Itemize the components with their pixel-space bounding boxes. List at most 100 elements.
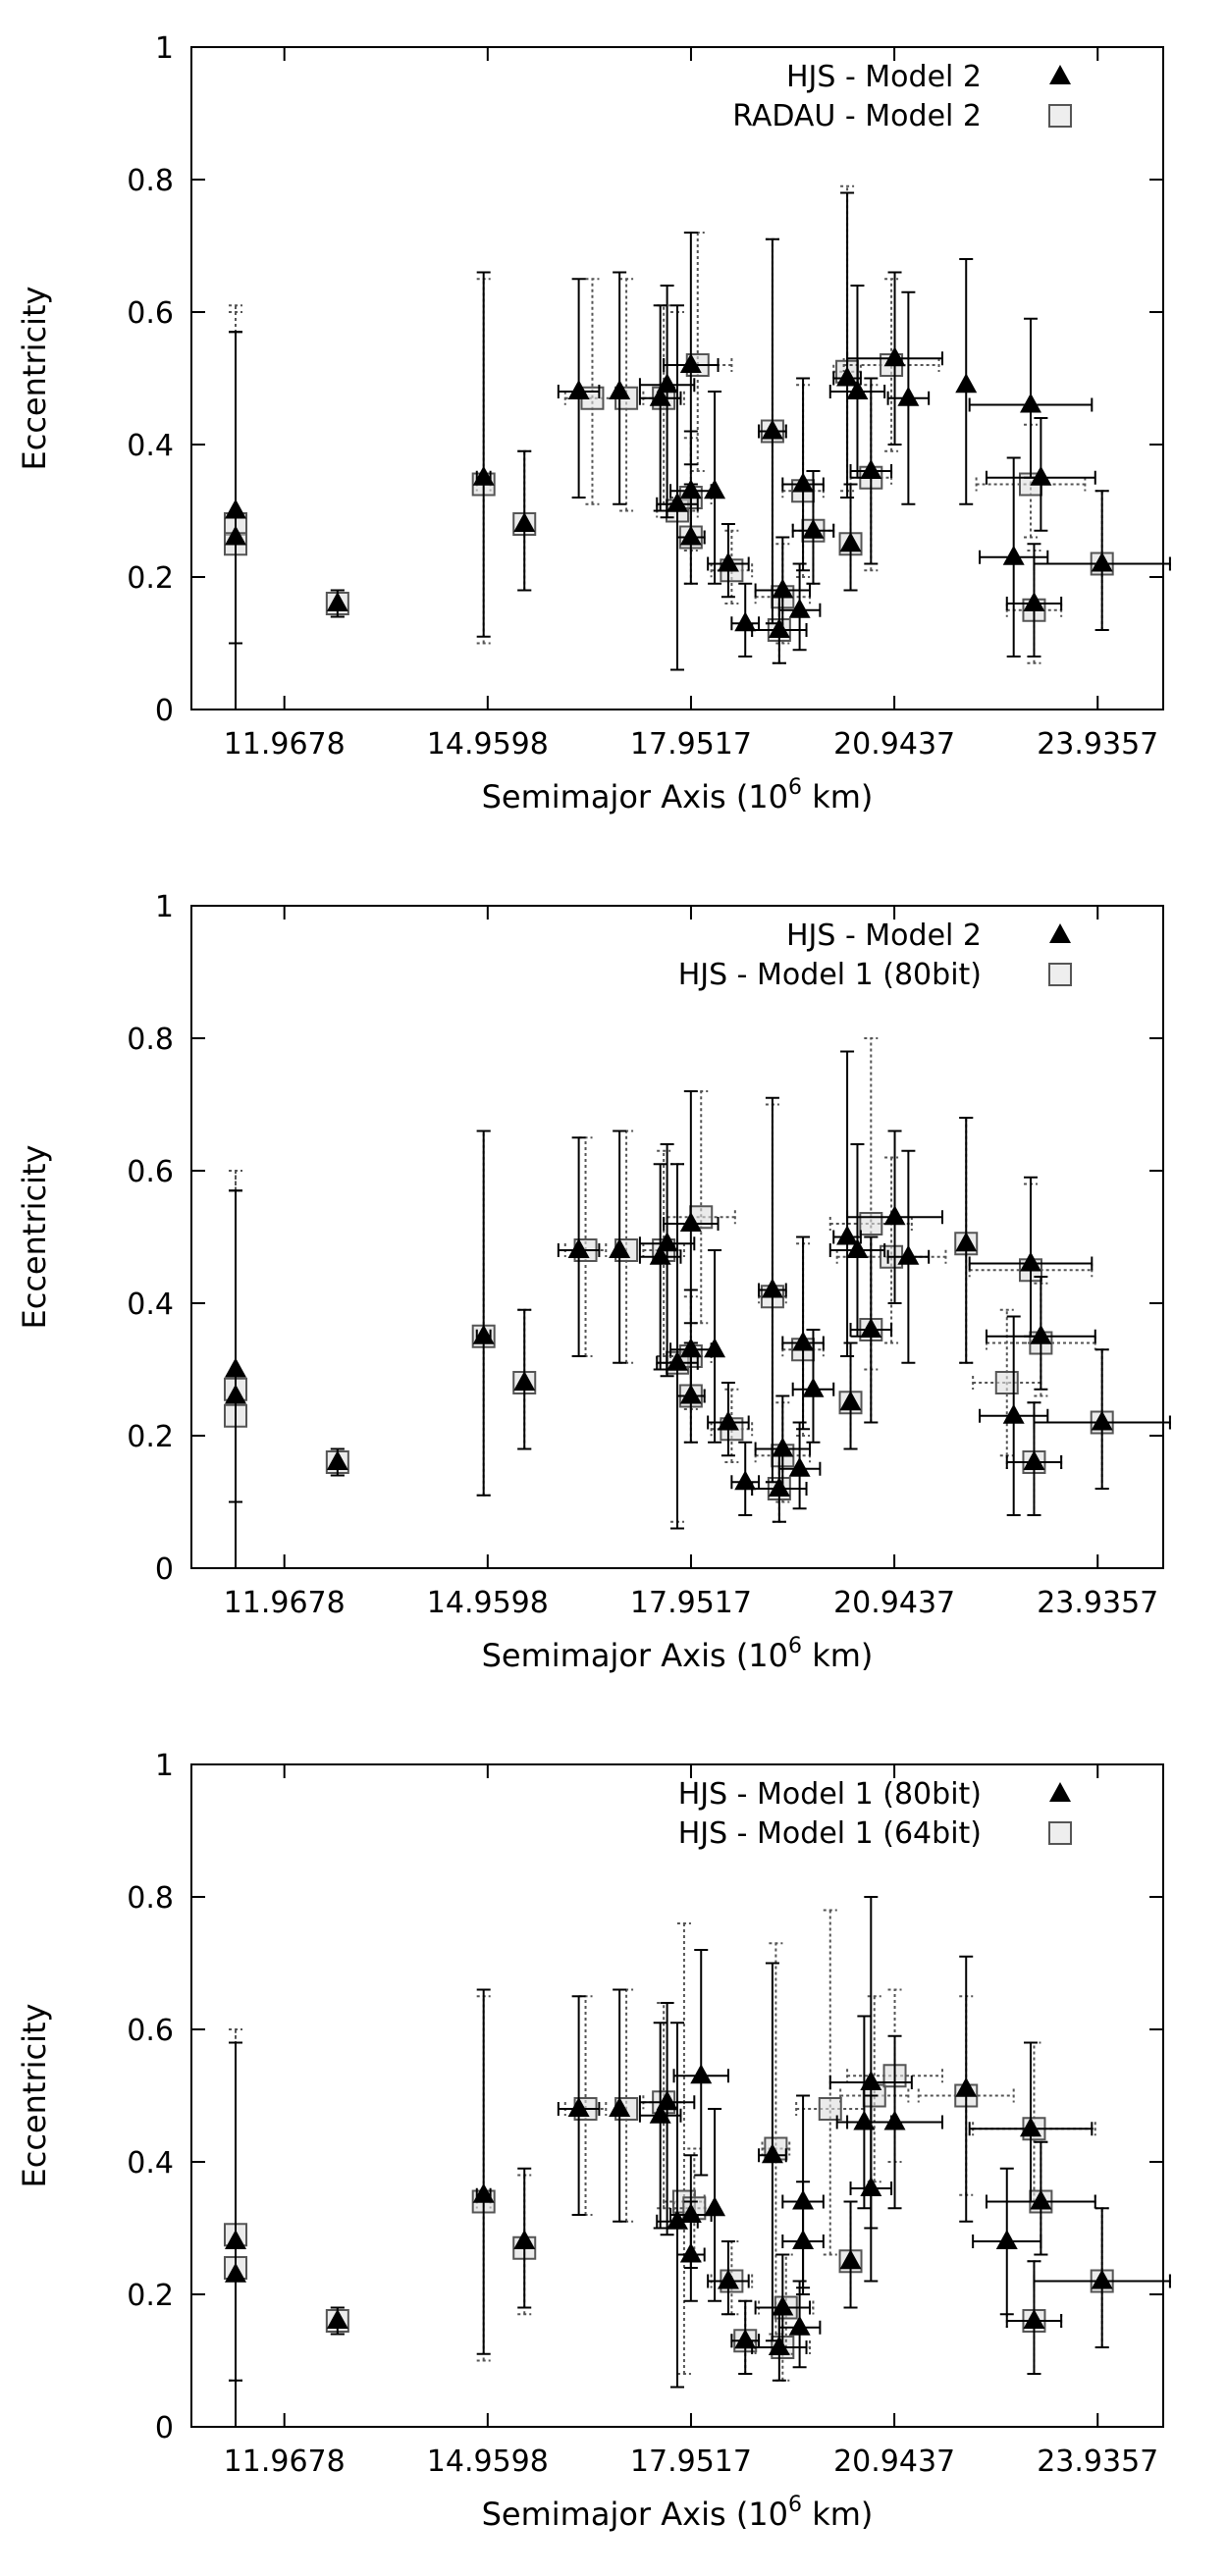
triangle-marker	[860, 459, 882, 479]
triangle-point	[986, 1276, 1096, 1391]
triangle-point	[663, 1090, 720, 1325]
triangle-point	[777, 1421, 822, 1510]
triangle-marker	[326, 1450, 348, 1470]
triangle-marker	[1030, 1324, 1052, 1344]
triangle-marker	[853, 2110, 876, 2130]
triangle-marker	[472, 465, 495, 486]
y-tick-label: 0.4	[127, 1288, 174, 1322]
y-tick-label: 0.6	[127, 2014, 174, 2048]
triangle-point	[777, 562, 822, 652]
triangle-marker	[1091, 1410, 1113, 1431]
x-tick-label: 20.9437	[833, 727, 955, 762]
triangle-point	[828, 285, 886, 479]
triangle-point	[754, 536, 811, 638]
triangle-marker	[656, 2090, 678, 2111]
legend: HJS - Model 2 HJS - Model 1 (80bit)	[678, 919, 1072, 992]
series-1	[225, 1050, 1171, 1569]
triangle-marker	[955, 2077, 978, 2097]
legend-label: HJS - Model 1 (80bit)	[678, 958, 982, 992]
y-axis-title: Eccentricity	[16, 1145, 53, 1330]
triangle-marker	[802, 518, 825, 539]
x-axis: 11.9678 14.9598 17.9517 20.9437 23.9357	[224, 1764, 1158, 2479]
y-tick-label: 1	[155, 31, 174, 66]
x-tick-label: 20.9437	[833, 2445, 955, 2479]
x-tick-label: 11.9678	[224, 727, 346, 762]
triangle-marker	[1030, 465, 1052, 486]
chart-panel-3: 0 0.2 0.4 0.6 0.8 1 11.9678 14.9598 17.9517 20.94…	[16, 1749, 1171, 2533]
triangle-point	[676, 483, 706, 585]
triangle-marker	[567, 1238, 590, 1258]
triangle-point	[730, 1441, 761, 1516]
legend-label: HJS - Model 1 (80bit)	[678, 1777, 982, 1812]
triangle-marker	[326, 592, 348, 611]
triangle-point	[638, 2002, 696, 2236]
legend-triangle-marker	[1049, 65, 1071, 84]
triangle-point	[704, 1249, 726, 1444]
triangle-marker	[792, 472, 815, 493]
plot-frame	[190, 905, 1164, 1569]
triangle-point	[513, 2167, 536, 2309]
x-tick-label: 23.9357	[1037, 727, 1158, 762]
triangle-marker	[860, 1318, 882, 1338]
x-axis-title: Semimajor Axis (106 km)	[482, 775, 874, 815]
legend-label: HJS - Model 2	[786, 60, 982, 94]
triangle-marker	[772, 1437, 794, 1457]
triangle-marker	[860, 2177, 882, 2196]
triangle-point	[656, 304, 699, 671]
triangle-marker	[897, 1244, 920, 1265]
triangle-point	[751, 2306, 808, 2382]
x-tick-label: 14.9598	[427, 1586, 549, 1620]
triangle-marker	[472, 1324, 495, 1344]
plot-frame	[190, 46, 1164, 710]
x-tick-label: 23.9357	[1037, 1586, 1158, 1620]
triangle-marker	[1023, 2309, 1045, 2329]
legend: HJS - Model 1 (80bit) HJS - Model 1 (64bi…	[678, 1777, 1072, 1851]
triangle-marker	[656, 1232, 678, 1252]
triangle-point	[979, 456, 1049, 657]
triangle-marker	[513, 2230, 536, 2249]
y-tick-label: 0.2	[127, 561, 174, 596]
triangle-point	[638, 285, 696, 519]
triangle-point	[955, 1955, 978, 2223]
square-point	[972, 2041, 1096, 2203]
y-tick-label: 0.8	[127, 1881, 174, 1916]
triangle-marker	[704, 479, 726, 499]
triangle-marker	[704, 1338, 726, 1358]
triangle-marker	[788, 1456, 811, 1477]
triangle-point	[754, 2253, 811, 2355]
triangle-point	[638, 1143, 696, 1378]
triangle-marker	[734, 611, 757, 632]
triangle-marker	[1023, 592, 1045, 611]
y-tick-label: 0.8	[127, 164, 174, 198]
y-axis-title: Eccentricity	[16, 2004, 53, 2188]
triangle-marker	[761, 1278, 783, 1298]
x-tick-label: 17.9517	[630, 1586, 752, 1620]
triangle-marker	[761, 2143, 783, 2164]
triangle-point	[638, 2022, 682, 2230]
triangle-marker	[1030, 2189, 1052, 2210]
y-tick-label: 0	[155, 694, 174, 728]
triangle-marker	[513, 1371, 536, 1391]
triangle-point	[326, 589, 348, 618]
triangle-point	[609, 271, 631, 505]
triangle-marker	[792, 2230, 815, 2249]
triangle-marker	[609, 2097, 631, 2117]
triangle-marker	[667, 492, 688, 512]
y-tick-label: 0.6	[127, 1155, 174, 1189]
triangle-point	[955, 1117, 978, 1364]
triangle-point	[676, 2200, 706, 2302]
triangle-point	[758, 1962, 787, 2342]
triangle-marker	[802, 1377, 825, 1397]
triangle-point	[849, 377, 893, 565]
triangle-point	[1033, 490, 1171, 631]
triangle-marker	[846, 380, 869, 399]
triangle-point	[849, 1235, 893, 1424]
chart-panel-2: 0 0.2 0.4 0.6 0.8 1 11.9678 14.9598 17.9517 20.94…	[16, 890, 1171, 1674]
triangle-point	[955, 258, 978, 505]
triangle-point	[513, 449, 536, 592]
triangle-marker	[839, 2249, 862, 2270]
triangle-point	[828, 1143, 886, 1338]
triangle-point	[846, 271, 943, 446]
legend-square-marker	[1048, 963, 1072, 986]
triangle-marker	[1002, 545, 1025, 565]
